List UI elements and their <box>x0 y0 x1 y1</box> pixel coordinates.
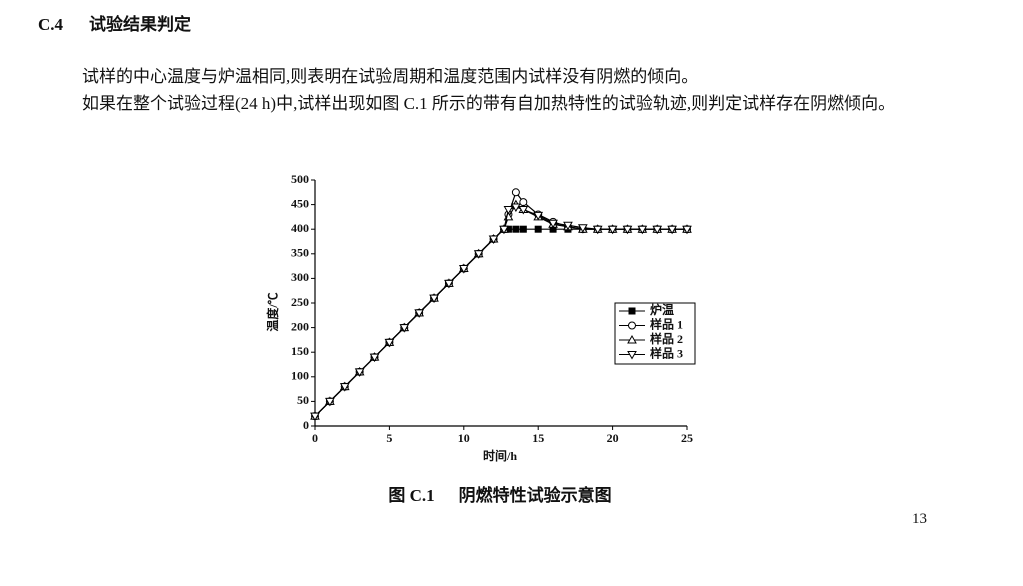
y-tick-label: 250 <box>291 295 309 309</box>
marker <box>325 397 335 407</box>
marker <box>637 225 648 235</box>
marker <box>592 225 603 235</box>
y-tick-label: 450 <box>291 196 309 210</box>
legend-label: 炉温 <box>650 302 674 317</box>
page-number: 13 <box>912 511 927 527</box>
series-line <box>314 206 687 417</box>
marker <box>499 225 509 235</box>
y-tick-label: 300 <box>291 270 309 284</box>
marker <box>511 188 520 197</box>
x-tick-label: 10 <box>458 431 470 445</box>
marker <box>399 324 410 333</box>
marker <box>519 225 527 233</box>
marker <box>429 294 439 304</box>
marker <box>444 279 454 289</box>
y-tick-label: 500 <box>291 172 309 186</box>
marker <box>488 235 499 245</box>
marker <box>384 338 395 348</box>
figure-label: 图 C.1 <box>388 486 435 505</box>
y-tick-label: 200 <box>291 319 309 333</box>
x-tick-label: 0 <box>312 431 318 445</box>
marker <box>652 225 663 235</box>
legend-label: 样品 3 <box>650 345 683 360</box>
figure-caption: 图 C.1 阴燃特性试验示意图 <box>0 481 1000 506</box>
marker <box>533 211 544 221</box>
marker <box>414 309 425 318</box>
legend-marker <box>628 307 636 315</box>
marker <box>310 412 320 422</box>
marker <box>607 225 618 235</box>
marker <box>339 383 350 392</box>
section-number: C.4 <box>38 15 64 34</box>
y-axis-label: 温度/℃ <box>265 292 280 331</box>
marker <box>458 265 469 274</box>
marker <box>511 203 521 213</box>
y-tick-label: 0 <box>303 418 309 432</box>
marker <box>354 368 365 377</box>
marker <box>473 250 484 259</box>
section-title: 试验结果判定 <box>89 15 192 34</box>
x-tick-label: 15 <box>532 431 544 445</box>
marker <box>369 353 380 363</box>
y-tick-label: 400 <box>291 221 309 235</box>
marker <box>577 224 588 233</box>
marker <box>667 225 677 235</box>
x-tick-label: 25 <box>681 431 693 445</box>
marker <box>518 206 529 215</box>
legend-marker <box>627 334 637 344</box>
marker <box>548 219 558 229</box>
marker <box>563 221 573 231</box>
legend-label: 样品 1 <box>650 316 683 331</box>
legend-marker <box>628 321 636 330</box>
paragraph: 试样的中心温度与炉温相同,则表明在试验周期和温度范围内试样没有阴燃的倾向。 <box>82 67 699 86</box>
marker <box>503 206 514 215</box>
marker <box>512 225 520 233</box>
y-tick-label: 50 <box>297 393 309 407</box>
x-axis-label: 时间/h <box>483 448 517 463</box>
y-tick-label: 350 <box>291 246 309 260</box>
section-heading: C.4 试验结果判定 <box>38 10 217 35</box>
x-tick-label: 20 <box>607 431 619 445</box>
figure-title: 阴燃特性试验示意图 <box>458 486 612 505</box>
marker <box>682 225 692 235</box>
legend-box <box>614 302 696 365</box>
marker <box>622 225 633 235</box>
x-tick-label: 5 <box>386 431 392 445</box>
y-tick-label: 100 <box>291 369 309 383</box>
y-tick-label: 150 <box>291 344 309 358</box>
legend-label: 样品 2 <box>650 331 683 346</box>
paragraph: 如果在整个试验过程(24 h)中,试样出现如图 C.1 所示的带有自加热特性的试… <box>82 94 896 113</box>
marker <box>534 225 542 233</box>
legend-marker <box>627 351 637 360</box>
